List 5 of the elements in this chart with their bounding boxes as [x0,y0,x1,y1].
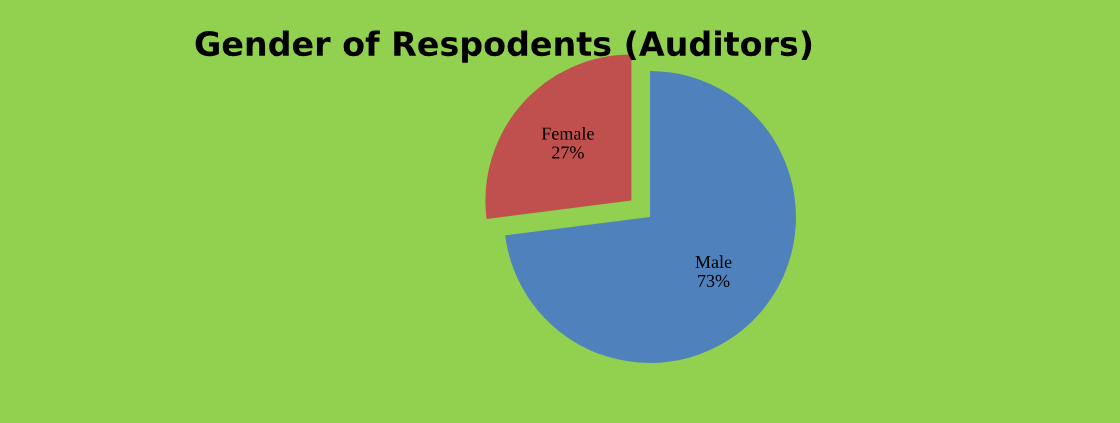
data-label: 73% [698,274,730,288]
slice-label: Male [695,255,732,269]
slice-label: Female [541,126,594,140]
data-label: 27% [552,146,584,159]
chart-title: Gender of Respodents (Auditors) [195,30,812,63]
